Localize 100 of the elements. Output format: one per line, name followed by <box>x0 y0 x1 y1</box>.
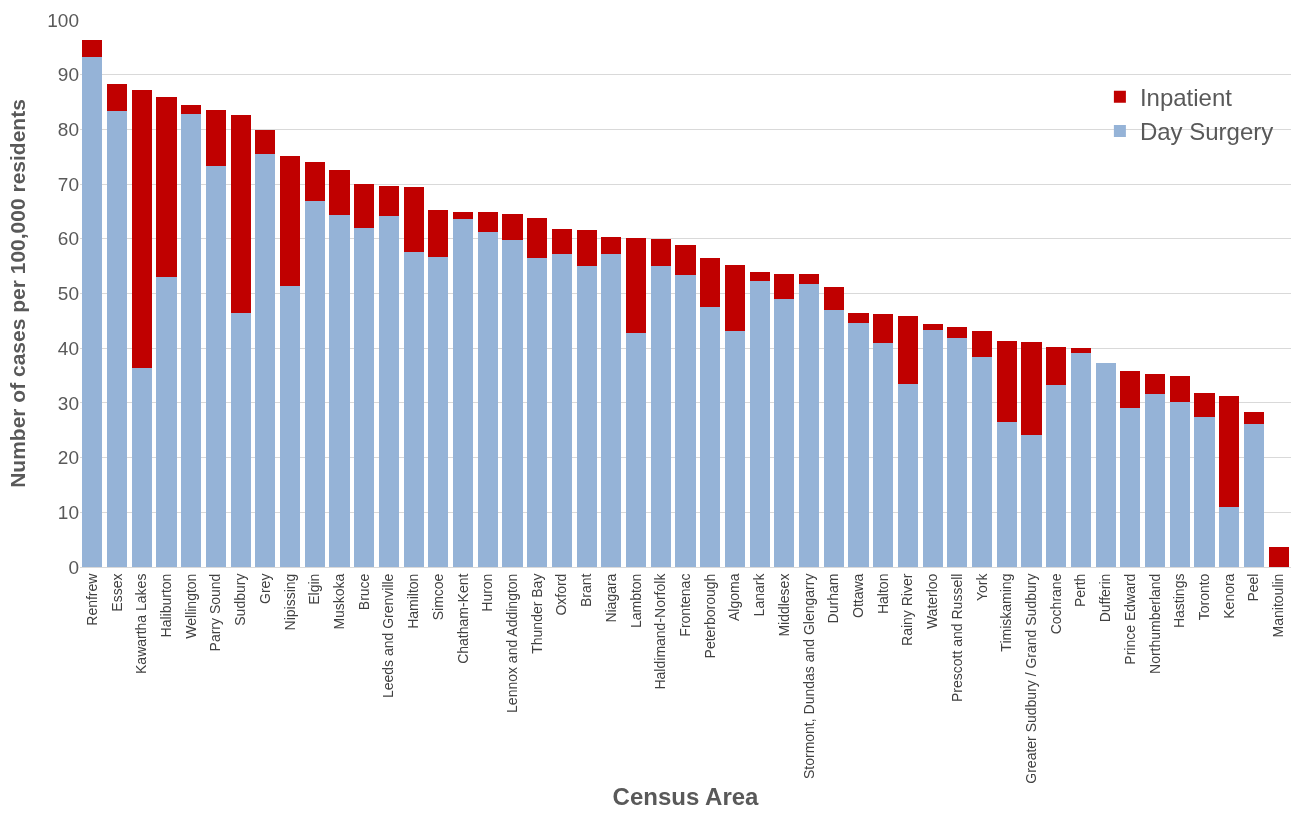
bar <box>1194 392 1215 418</box>
bar <box>428 257 449 567</box>
x-tick-label: Muskoka <box>331 573 348 630</box>
bar <box>403 251 424 567</box>
x-tick-label: Waterloo <box>924 573 941 630</box>
x-tick-label: Oxford <box>553 573 570 616</box>
x-tick-label: Stormont, Dundas and Glengarry <box>800 573 817 780</box>
x-tick-label: Elgin <box>306 573 323 605</box>
bar <box>1169 375 1190 402</box>
x-tick-label: Middlesex <box>775 573 792 637</box>
y-tick-label: 70 <box>57 173 79 195</box>
bar <box>749 272 770 281</box>
bar <box>700 307 721 567</box>
bar <box>82 39 103 57</box>
bar <box>1219 507 1240 567</box>
bar <box>947 338 968 567</box>
bar <box>971 356 993 567</box>
x-tick-label: Haldimand-Norfolk <box>652 572 669 690</box>
bar <box>1070 347 1092 353</box>
bar <box>650 265 671 567</box>
bar <box>1046 346 1067 385</box>
bar <box>403 186 424 252</box>
x-tick-label: Kenora <box>1220 573 1237 619</box>
x-tick-label: Wellington <box>182 573 199 639</box>
bar <box>477 212 498 232</box>
x-tick-label: Rainy River <box>899 573 916 646</box>
bar <box>452 219 474 567</box>
x-tick-label: Durham <box>825 573 842 624</box>
bar <box>428 210 449 258</box>
bar <box>922 323 943 330</box>
bar <box>650 238 671 266</box>
x-axis-title: Census Area <box>612 783 760 811</box>
x-tick-label: Huron <box>479 573 496 612</box>
bar <box>922 329 943 567</box>
bar <box>823 286 844 311</box>
bar <box>230 312 251 567</box>
x-tick-label: Essex <box>108 573 125 612</box>
x-tick-label: Grey <box>256 573 273 604</box>
bar <box>502 239 523 567</box>
x-tick-label: Algoma <box>726 573 743 622</box>
bar <box>527 218 548 258</box>
bar <box>255 130 276 155</box>
y-tick-label: 80 <box>57 119 79 141</box>
bar <box>131 367 152 567</box>
bar <box>1243 412 1265 424</box>
x-tick-label: Toronto <box>1196 573 1213 621</box>
x-tick-label: Greater Sudbury / Grand Sudbury <box>1023 573 1040 784</box>
x-tick-label: Sudbury <box>232 573 249 626</box>
x-tick-label: Nipissing <box>281 573 298 631</box>
x-tick-label: Prince Edward <box>1121 573 1138 665</box>
bar <box>255 154 276 567</box>
bar <box>675 244 696 275</box>
bar <box>576 230 597 266</box>
x-tick-label: Hamilton <box>405 573 422 629</box>
bar <box>477 231 498 567</box>
bar <box>774 273 795 299</box>
bar <box>798 283 820 567</box>
bar <box>996 341 1017 423</box>
bar <box>452 212 474 220</box>
x-tick-label: Peterborough <box>701 573 718 659</box>
bar <box>181 104 202 115</box>
bar <box>823 310 844 567</box>
x-tick-label: Simcoe <box>429 573 446 621</box>
bar <box>1021 341 1042 435</box>
x-tick-label: Peel <box>1245 573 1262 602</box>
bar <box>329 169 350 216</box>
y-axis-title: Number of cases per 100,000 residents <box>6 99 30 488</box>
legend-label: Day Surgery <box>1139 118 1274 146</box>
x-tick-label: Parry Sound <box>207 573 224 652</box>
x-tick-label: Perth <box>1072 573 1089 608</box>
bar <box>1046 384 1067 567</box>
y-tick-label: 90 <box>57 64 79 86</box>
bar <box>205 166 227 567</box>
bar <box>502 214 523 240</box>
bar <box>774 298 795 567</box>
x-tick-label: Bruce <box>355 573 372 611</box>
y-tick-label: 100 <box>47 9 79 31</box>
bar <box>947 327 968 339</box>
bar <box>798 273 820 284</box>
bar <box>1169 401 1190 567</box>
bar <box>279 286 301 567</box>
y-tick-label: 20 <box>57 447 79 469</box>
bar <box>1070 352 1092 567</box>
bar <box>551 253 573 567</box>
bar <box>625 333 647 567</box>
y-tick-label: 60 <box>57 228 79 250</box>
bar <box>156 277 177 567</box>
x-tick-label: Dufferin <box>1097 573 1114 623</box>
bar <box>601 237 622 254</box>
bar <box>181 114 202 567</box>
bar <box>1219 395 1240 508</box>
x-tick-label: Lanark <box>751 572 768 617</box>
bar <box>996 422 1017 567</box>
x-tick-label: Timiskaming <box>998 573 1015 652</box>
bar <box>873 314 894 344</box>
x-tick-label: Hastings <box>1171 573 1188 629</box>
bar <box>304 162 325 201</box>
bar <box>279 156 301 287</box>
bar <box>897 383 919 567</box>
x-tick-label: Halton <box>874 573 891 615</box>
